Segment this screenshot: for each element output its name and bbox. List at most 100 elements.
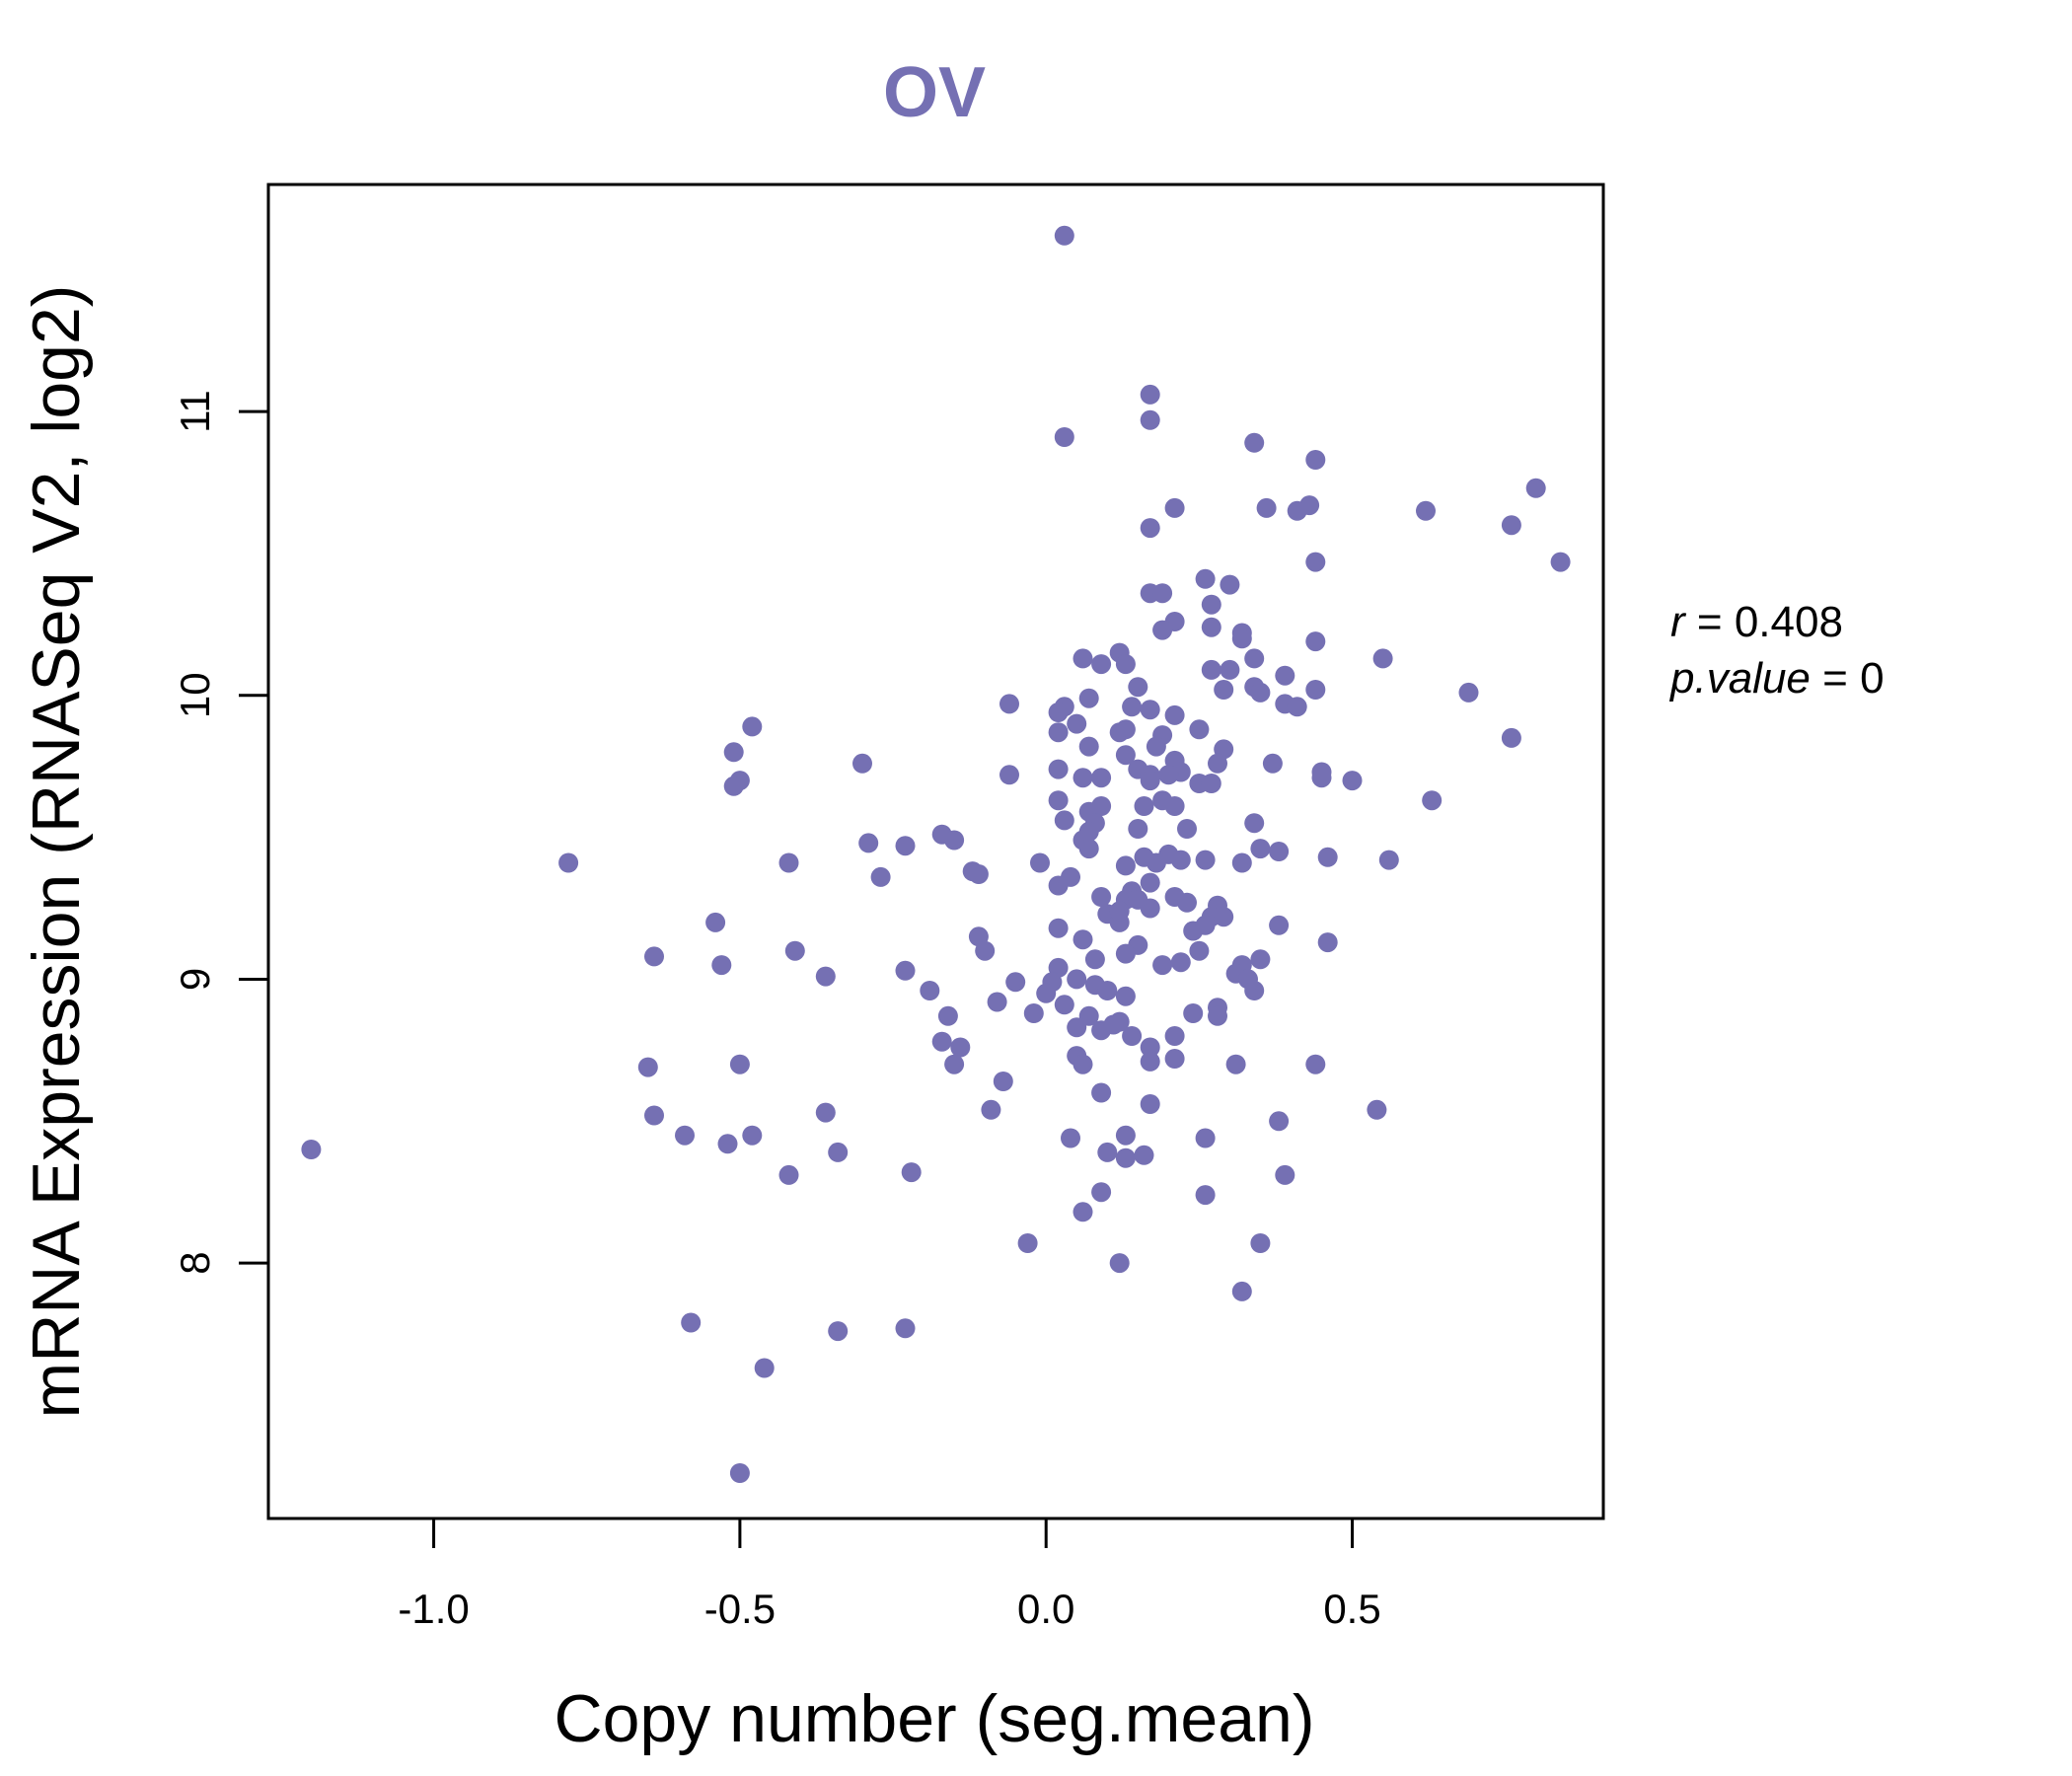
data-point xyxy=(301,1140,322,1159)
data-point xyxy=(870,866,891,887)
data-point xyxy=(1048,722,1069,743)
data-point xyxy=(1005,972,1026,993)
data-point xyxy=(1378,850,1399,870)
p-value-symbol: p.value xyxy=(1668,654,1811,703)
y-tick-label: 10 xyxy=(172,672,218,718)
data-point xyxy=(742,1125,763,1146)
data-point xyxy=(1054,427,1074,447)
data-point xyxy=(937,1005,958,1026)
data-point xyxy=(1195,568,1216,589)
x-tick-label: 0.5 xyxy=(1323,1586,1380,1632)
data-point xyxy=(1262,753,1283,774)
data-point xyxy=(1189,940,1210,961)
data-point xyxy=(1152,955,1173,976)
data-point xyxy=(1061,1128,1080,1148)
data-point xyxy=(1140,518,1160,539)
data-point xyxy=(1317,847,1338,867)
data-point xyxy=(999,694,1019,714)
data-point xyxy=(723,742,744,763)
data-point xyxy=(1164,1049,1185,1069)
data-point xyxy=(1208,753,1227,774)
data-point xyxy=(1177,819,1197,839)
data-point xyxy=(1220,574,1240,595)
data-point xyxy=(1152,620,1173,640)
data-point xyxy=(1195,1185,1216,1206)
data-point xyxy=(1458,682,1479,703)
data-point xyxy=(1146,736,1166,757)
data-point xyxy=(1170,850,1191,870)
data-point xyxy=(1067,713,1087,734)
r-symbol: r xyxy=(1670,598,1687,646)
plot-frame xyxy=(266,183,1605,1520)
data-point xyxy=(1225,1054,1246,1074)
data-point xyxy=(1214,907,1234,927)
data-point xyxy=(1115,719,1136,740)
data-point xyxy=(1244,432,1265,453)
x-axis-label: Copy number (seg.mean) xyxy=(554,1681,1314,1756)
data-point xyxy=(784,940,805,961)
data-point xyxy=(895,836,916,856)
r-equals: = xyxy=(1697,598,1723,646)
scatter-points xyxy=(301,225,1571,1483)
data-point xyxy=(1140,384,1160,405)
data-point xyxy=(717,1134,738,1154)
data-point xyxy=(1164,796,1185,816)
data-point xyxy=(1103,1014,1124,1035)
data-point xyxy=(1305,1054,1326,1074)
data-point xyxy=(993,1072,1013,1091)
data-point xyxy=(1244,648,1265,669)
data-point xyxy=(1054,225,1074,246)
data-point xyxy=(1311,762,1332,782)
data-point xyxy=(729,1463,750,1483)
data-point xyxy=(558,852,579,873)
data-point xyxy=(895,960,916,981)
data-point xyxy=(742,716,763,737)
data-point xyxy=(1214,680,1234,700)
data-point xyxy=(1250,1233,1271,1253)
data-point xyxy=(1195,850,1216,870)
data-point xyxy=(1091,654,1112,675)
data-point xyxy=(1073,768,1093,788)
data-point xyxy=(1244,813,1265,834)
data-point xyxy=(858,833,879,853)
data-point xyxy=(1208,1005,1227,1026)
data-point xyxy=(1054,810,1074,831)
data-point xyxy=(1342,771,1363,791)
data-point xyxy=(1367,1099,1387,1120)
data-point xyxy=(901,1162,922,1183)
data-point xyxy=(1115,745,1136,766)
data-point xyxy=(754,1358,775,1378)
data-point xyxy=(1269,915,1290,935)
data-point xyxy=(1305,631,1326,652)
data-point xyxy=(1078,839,1099,859)
data-point xyxy=(1023,1003,1044,1023)
data-point xyxy=(1305,680,1326,700)
data-point xyxy=(1231,1281,1252,1301)
data-point xyxy=(1140,898,1160,919)
data-point xyxy=(1299,495,1320,516)
data-point xyxy=(1416,500,1436,521)
data-point xyxy=(1550,552,1571,572)
data-point xyxy=(1250,839,1271,859)
data-point xyxy=(1084,949,1105,970)
data-point xyxy=(987,992,1007,1012)
data-point xyxy=(1372,648,1393,669)
data-point xyxy=(644,1105,664,1126)
data-point xyxy=(778,1164,799,1185)
data-point xyxy=(723,776,744,796)
data-point xyxy=(1073,1202,1093,1222)
x-tick-label: -0.5 xyxy=(704,1586,776,1632)
data-point xyxy=(1097,981,1118,1000)
data-point xyxy=(1164,1026,1185,1046)
data-point xyxy=(1501,727,1521,748)
data-point xyxy=(1073,929,1093,950)
data-point xyxy=(1067,1017,1087,1038)
data-point xyxy=(1275,665,1295,686)
svg-text:r = 0.408: r = 0.408 xyxy=(1670,598,1843,646)
data-point xyxy=(1183,1003,1204,1023)
data-point xyxy=(1158,765,1179,785)
data-point xyxy=(944,830,965,851)
data-point xyxy=(1017,1233,1038,1253)
data-point xyxy=(1195,1128,1216,1148)
